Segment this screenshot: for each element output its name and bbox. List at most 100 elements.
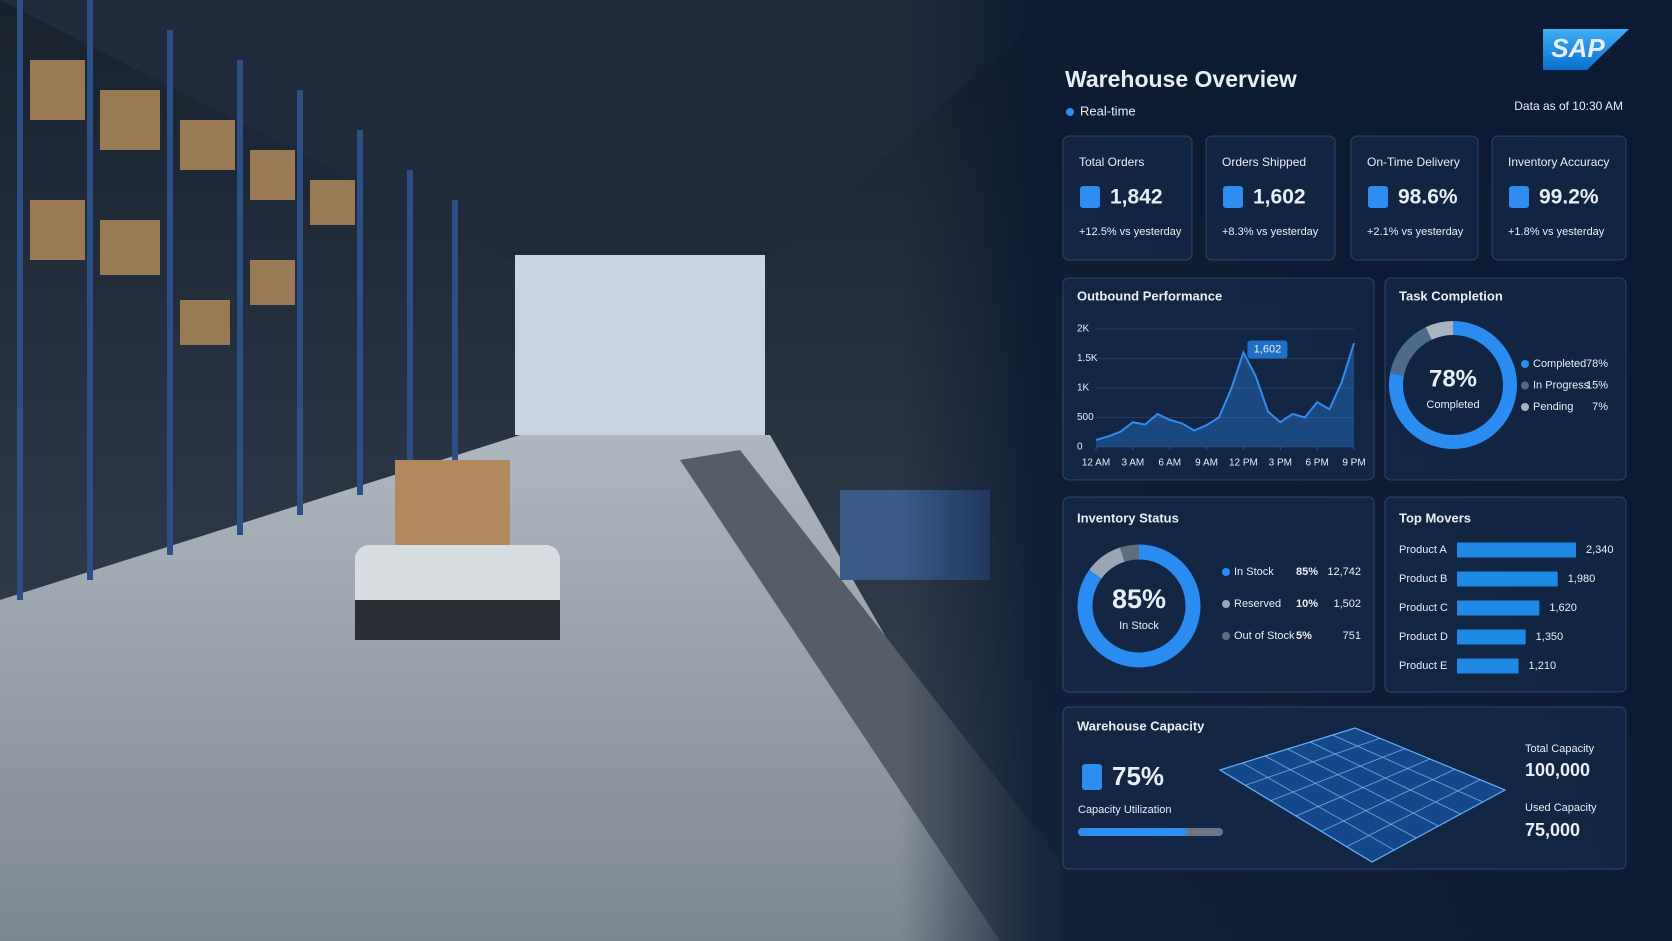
used-capacity-label: Used Capacity bbox=[1525, 802, 1597, 814]
bar-value-label: 2,340 bbox=[1586, 544, 1614, 556]
legend-label: Pending bbox=[1533, 401, 1573, 413]
legend-count: 751 bbox=[1343, 630, 1361, 642]
legend-value: 78% bbox=[1586, 358, 1608, 370]
y-tick-label: 0 bbox=[1077, 442, 1083, 453]
y-tick-label: 500 bbox=[1077, 412, 1094, 423]
kpi-value: 1,842 bbox=[1110, 186, 1163, 209]
kpi-change: +1.8% vs yesterday bbox=[1508, 226, 1605, 238]
kpi-label: On-Time Delivery bbox=[1367, 155, 1460, 169]
bar-category: Product D bbox=[1399, 631, 1448, 643]
legend-dot bbox=[1222, 568, 1230, 576]
legend-count: 12,742 bbox=[1327, 566, 1361, 578]
capacity-value: 75% bbox=[1112, 761, 1164, 791]
capacity-title: Warehouse Capacity bbox=[1077, 718, 1205, 733]
kpi-card bbox=[1350, 135, 1479, 261]
kpi-icon bbox=[1368, 186, 1388, 208]
status-dot bbox=[1066, 108, 1074, 116]
donut-center-caption: In Stock bbox=[1119, 620, 1159, 632]
kpi-change: +8.3% vs yesterday bbox=[1222, 226, 1319, 238]
used-capacity-value: 75,000 bbox=[1525, 820, 1580, 840]
bar-value-label: 1,210 bbox=[1529, 660, 1557, 672]
legend-label: Reserved bbox=[1234, 598, 1281, 610]
legend-dot bbox=[1222, 600, 1230, 608]
total-capacity-label: Total Capacity bbox=[1525, 743, 1595, 755]
kpi-value: 1,602 bbox=[1253, 186, 1306, 209]
sap-logo-text: SAP bbox=[1551, 33, 1605, 63]
donut-center-value: 85% bbox=[1112, 584, 1166, 614]
progress-fill bbox=[1078, 828, 1187, 836]
kpi-icon bbox=[1509, 186, 1529, 208]
legend-dot bbox=[1222, 632, 1230, 640]
status-text: Real-time bbox=[1080, 103, 1136, 118]
bar bbox=[1457, 658, 1519, 674]
legend-label: In Stock bbox=[1234, 566, 1274, 578]
donut-segment bbox=[1089, 547, 1125, 579]
kpi-value: 98.6% bbox=[1398, 186, 1458, 209]
value-label-box bbox=[1247, 340, 1288, 359]
bar-value-label: 1,980 bbox=[1568, 573, 1596, 585]
legend-label: Out of Stock bbox=[1234, 630, 1295, 642]
timestamp: Data as of 10:30 AM bbox=[1514, 99, 1623, 113]
chart-title: Top Movers bbox=[1399, 510, 1471, 525]
legend-value: 5% bbox=[1296, 630, 1312, 642]
kpi-card bbox=[1062, 135, 1193, 261]
y-tick-label: 1.5K bbox=[1077, 353, 1098, 364]
x-tick-label: 3 AM bbox=[1121, 458, 1144, 469]
kpi-change: +12.5% vs yesterday bbox=[1079, 226, 1182, 238]
kpi-value: 99.2% bbox=[1539, 186, 1599, 209]
bar-category: Product C bbox=[1399, 602, 1448, 614]
legend-value: 15% bbox=[1586, 379, 1608, 391]
kpi-label: Inventory Accuracy bbox=[1508, 155, 1609, 169]
legend-label: Completed bbox=[1533, 358, 1586, 370]
y-tick-label: 1K bbox=[1077, 383, 1090, 394]
bar bbox=[1457, 571, 1558, 587]
donut-center-value: 78% bbox=[1429, 365, 1477, 392]
legend-dot bbox=[1521, 360, 1529, 368]
bar-category: Product E bbox=[1399, 660, 1447, 672]
warehouse-3d bbox=[1218, 727, 1507, 863]
donut-segment bbox=[1425, 321, 1454, 340]
x-tick-label: 6 AM bbox=[1158, 458, 1181, 469]
x-tick-label: 6 PM bbox=[1305, 458, 1328, 469]
value-label: 1,602 bbox=[1254, 343, 1282, 355]
legend-dot bbox=[1521, 403, 1529, 411]
bar bbox=[1457, 629, 1526, 645]
chart-panel bbox=[1062, 277, 1375, 481]
total-capacity-value: 100,000 bbox=[1525, 760, 1590, 780]
capacity-caption: Capacity Utilization bbox=[1078, 804, 1172, 816]
x-tick-label: 9 PM bbox=[1342, 458, 1365, 469]
x-tick-label: 9 AM bbox=[1195, 458, 1218, 469]
kpi-label: Total Orders bbox=[1079, 155, 1144, 169]
line bbox=[1095, 342, 1355, 441]
legend-label: In Progress bbox=[1533, 379, 1590, 391]
donut-center-caption: Completed bbox=[1426, 399, 1479, 411]
kpi-icon bbox=[1080, 186, 1100, 208]
chart-title: Outbound Performance bbox=[1077, 288, 1222, 303]
kpi-change: +2.1% vs yesterday bbox=[1367, 226, 1464, 238]
floor-grid bbox=[1346, 779, 1481, 848]
x-tick-label: 12 PM bbox=[1229, 458, 1258, 469]
sap-logo bbox=[1543, 29, 1629, 70]
chart-title: Inventory Status bbox=[1077, 510, 1179, 525]
y-tick-label: 2K bbox=[1077, 324, 1090, 335]
bar-value-label: 1,350 bbox=[1536, 631, 1564, 643]
capacity-icon bbox=[1082, 764, 1102, 790]
legend-value: 7% bbox=[1592, 401, 1608, 413]
page-title: Warehouse Overview bbox=[1065, 66, 1297, 92]
donut-segment bbox=[1389, 321, 1517, 449]
line-area bbox=[1096, 343, 1354, 447]
kpi-card bbox=[1205, 135, 1336, 261]
legend-count: 1,502 bbox=[1333, 598, 1361, 610]
legend-value: 10% bbox=[1296, 598, 1318, 610]
donut-segment bbox=[1077, 544, 1201, 668]
donut-segment bbox=[1390, 327, 1432, 376]
donut-segment bbox=[1119, 544, 1140, 562]
kpi-card bbox=[1491, 135, 1627, 261]
chart-panel bbox=[1062, 496, 1375, 693]
kpi-icon bbox=[1223, 186, 1243, 208]
x-tick-label: 12 AM bbox=[1082, 458, 1110, 469]
bar-category: Product A bbox=[1399, 544, 1447, 556]
chart-title: Task Completion bbox=[1399, 288, 1503, 303]
